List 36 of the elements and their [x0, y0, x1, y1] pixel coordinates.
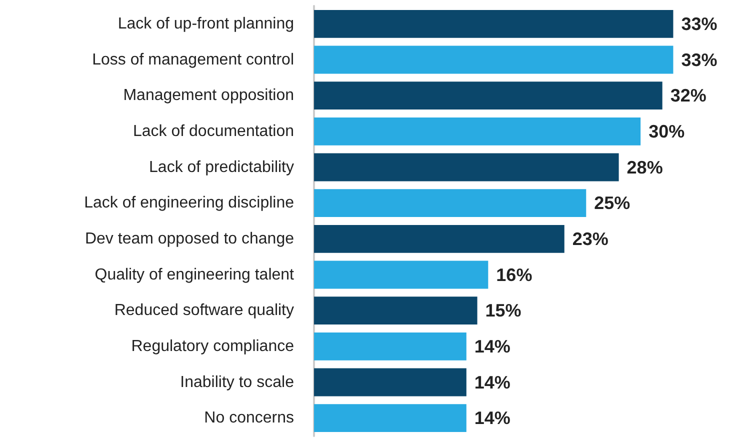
- data-label: 16%: [496, 264, 532, 285]
- y-tick-label: Lack of up-front planning: [118, 15, 294, 32]
- data-label: 14%: [474, 336, 510, 356]
- bar: [314, 404, 466, 432]
- y-tick-label: Quality of engineering talent: [94, 266, 295, 284]
- bar: [314, 332, 466, 360]
- y-tick-label: No concerns: [204, 410, 294, 427]
- bar: [314, 296, 478, 325]
- bar: [314, 153, 619, 182]
- y-tick-label: Reduced software quality: [114, 302, 294, 320]
- data-label: 30%: [648, 121, 685, 142]
- data-label: 25%: [594, 193, 630, 214]
- data-label: 15%: [485, 300, 522, 321]
- data-label: 33%: [681, 50, 718, 70]
- y-tick-label: Lack of predictability: [149, 158, 294, 176]
- bar: [314, 82, 662, 110]
- bar: [314, 368, 466, 396]
- data-label: 23%: [572, 228, 608, 249]
- y-tick-label: Lack of engineering discipline: [84, 194, 294, 212]
- data-label: 32%: [670, 86, 706, 106]
- y-tick-label: Dev team opposed to change: [84, 230, 294, 248]
- bar: [314, 260, 488, 289]
- y-tick-label: Management opposition: [123, 87, 294, 104]
- data-label: 33%: [681, 14, 718, 34]
- y-tick-label: Regulatory compliance: [131, 338, 294, 355]
- data-label: 14%: [474, 372, 510, 392]
- bar: [314, 46, 674, 74]
- bar: [314, 10, 674, 38]
- bar: [314, 189, 586, 218]
- y-tick-label: Loss of management control: [92, 51, 294, 68]
- data-label: 14%: [474, 408, 510, 428]
- data-label: 28%: [626, 157, 663, 178]
- bar: [314, 117, 641, 146]
- bar: [314, 224, 564, 253]
- y-tick-label: Inability to scale: [180, 374, 294, 391]
- y-tick-label: Lack of documentation: [133, 122, 294, 140]
